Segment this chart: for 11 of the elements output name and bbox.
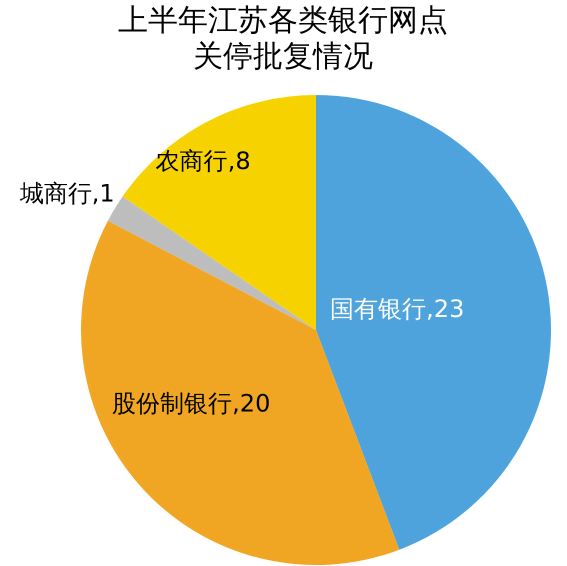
slice-label: 城商行: [18, 179, 92, 208]
data-label: ,1: [92, 179, 115, 208]
slice-label: 国有银行: [330, 294, 426, 323]
slice-label: 股份制银行: [112, 389, 232, 418]
data-label: ,23: [426, 294, 464, 323]
data-label: ,8: [228, 146, 251, 175]
slice-label: 农商行: [156, 146, 228, 175]
pie-slice: [316, 95, 551, 550]
chart-title: 上半年江苏各类银行网点关停批复情况: [118, 3, 448, 74]
data-label: ,20: [232, 389, 270, 418]
pie-slice: [122, 95, 316, 330]
